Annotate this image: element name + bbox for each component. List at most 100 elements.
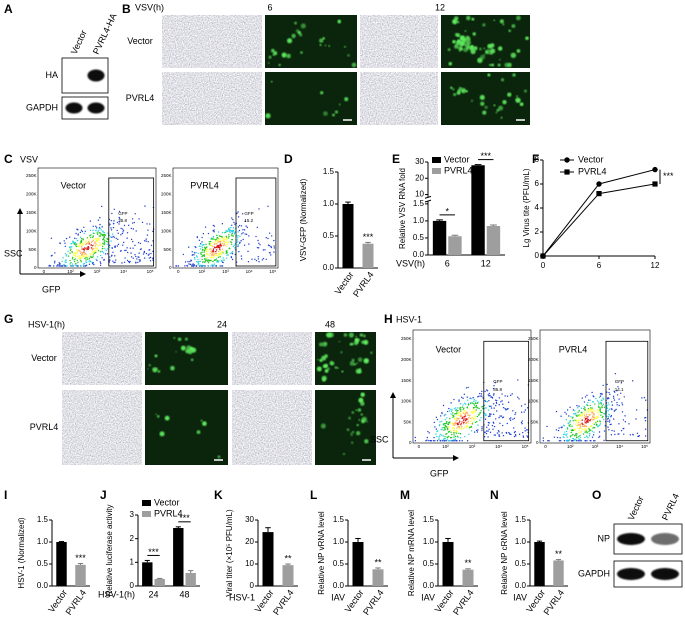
- gate-label: GFP: [118, 211, 127, 216]
- event-dot: [456, 422, 459, 425]
- legend-label: PVRL4: [154, 508, 183, 518]
- event-dot: [126, 247, 128, 249]
- event-dot: [580, 414, 582, 416]
- event-dot: [456, 414, 459, 416]
- event-dot: [268, 232, 271, 234]
- event-dot: [510, 417, 512, 419]
- event-dot: [223, 240, 225, 243]
- fluorescent-cell: [472, 32, 476, 36]
- event-dot: [483, 412, 486, 415]
- event-dot: [76, 259, 79, 262]
- event-dot: [219, 244, 221, 247]
- event-dot: [109, 256, 111, 258]
- event-dot: [454, 413, 457, 415]
- event-dot: [100, 233, 102, 236]
- event-dot: [228, 230, 230, 233]
- event-dot: [64, 265, 67, 267]
- event-dot: [97, 230, 99, 233]
- event-dot: [241, 233, 243, 235]
- fluorescent-cell: [363, 339, 369, 345]
- event-dot: [613, 391, 616, 393]
- x-tick-label: 0: [541, 261, 546, 270]
- event-dot: [566, 433, 568, 435]
- event-dot: [112, 251, 114, 253]
- event-dot: [592, 418, 594, 421]
- event-dot: [117, 238, 119, 241]
- event-dot: [89, 253, 91, 255]
- gate-value: 15.2: [244, 218, 253, 223]
- event-dot: [601, 405, 604, 407]
- event-dot: [607, 426, 609, 428]
- event-dot: [186, 264, 188, 267]
- fluorescent-cell: [147, 367, 149, 370]
- panel-label: B: [122, 2, 131, 16]
- fluorescent-cell: [196, 430, 201, 435]
- event-dot: [624, 415, 626, 417]
- y-tick-label: 1: [130, 557, 135, 566]
- event-dot: [481, 426, 483, 428]
- fluorescent-cell: [453, 16, 459, 21]
- event-dot: [589, 425, 591, 427]
- event-dot: [75, 264, 77, 266]
- event-dot: [443, 424, 445, 426]
- fluorescent-cell: [370, 351, 373, 355]
- fluorescent-cell: [366, 420, 369, 423]
- event-dot: [441, 429, 443, 431]
- event-dot: [112, 260, 114, 262]
- event-dot: [200, 245, 202, 248]
- event-dot: [472, 403, 475, 405]
- event-dot: [62, 257, 64, 259]
- event-dot: [465, 422, 468, 424]
- event-dot: [464, 418, 466, 420]
- event-dot: [592, 416, 594, 418]
- event-dot: [464, 402, 466, 404]
- fluorescent-cell: [459, 35, 464, 39]
- event-dot: [592, 434, 595, 436]
- event-dot: [200, 252, 202, 254]
- fluorescent-cell: [452, 87, 455, 91]
- event-dot: [575, 432, 577, 435]
- event-dot: [89, 235, 91, 237]
- fluorescent-cell: [156, 414, 160, 418]
- event-dot: [109, 259, 111, 261]
- row-label: PVRL4: [30, 422, 59, 432]
- event-dot: [461, 440, 463, 442]
- significance: **: [555, 549, 563, 559]
- event-dot: [414, 436, 417, 439]
- virus-label: HSV-1: [396, 314, 422, 324]
- event-dot: [488, 428, 490, 430]
- event-dot: [454, 418, 457, 420]
- fluorescent-cell: [361, 340, 365, 344]
- gate-value: 35.8: [493, 387, 502, 392]
- fluorescent-cell: [317, 358, 319, 361]
- event-dot: [446, 421, 448, 423]
- event-dot: [484, 431, 486, 434]
- flow-x-tick: 0: [177, 269, 180, 274]
- event-dot: [455, 432, 458, 434]
- fluorescent-cell: [344, 97, 349, 102]
- event-dot: [203, 249, 206, 252]
- event-dot: [454, 432, 456, 434]
- event-dot: [477, 429, 479, 431]
- panel-label: I: [4, 488, 7, 502]
- event-dot: [542, 440, 545, 442]
- gate: [235, 177, 277, 267]
- event-dot: [459, 428, 461, 430]
- event-dot: [584, 429, 586, 432]
- significance: *: [445, 206, 449, 216]
- event-dot: [101, 234, 104, 237]
- event-dot: [121, 262, 123, 264]
- band: [617, 568, 645, 580]
- event-dot: [246, 226, 249, 229]
- event-dot: [137, 242, 140, 244]
- fluorescent-cell: [483, 47, 486, 50]
- event-dot: [103, 243, 105, 246]
- blot-frame: [61, 96, 109, 120]
- event-dot: [207, 232, 210, 235]
- event-dot: [561, 426, 563, 428]
- event-dot: [581, 419, 584, 421]
- event-dot: [558, 440, 561, 442]
- event-dot: [270, 235, 273, 237]
- row-label: NP: [597, 533, 610, 543]
- event-dot: [584, 440, 586, 442]
